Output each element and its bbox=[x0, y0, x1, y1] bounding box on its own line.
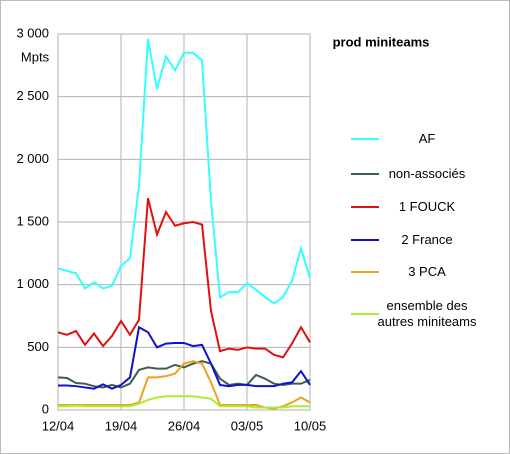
legend-label: non-associés bbox=[388, 166, 466, 181]
legend-label: ensemble des autres miniteams bbox=[377, 298, 477, 329]
series-line bbox=[57, 197, 311, 359]
legend-label: 2 France bbox=[401, 232, 453, 247]
plot-frame bbox=[57, 33, 311, 411]
x-tick-label: 03/05 bbox=[231, 418, 264, 433]
y-tick-label: 1 500 bbox=[16, 213, 49, 228]
y-axis-label: Mpts bbox=[21, 49, 50, 64]
y-tick-label: 500 bbox=[27, 339, 49, 354]
series-line bbox=[57, 38, 311, 305]
x-tick-label: 10/05 bbox=[294, 418, 327, 433]
y-tick-label: 3 000 bbox=[16, 25, 49, 40]
y-tick-label: 1 000 bbox=[16, 276, 49, 291]
x-tick-label: 19/04 bbox=[105, 418, 138, 433]
y-tick-label: 2 500 bbox=[16, 88, 49, 103]
legend-label: AF bbox=[418, 131, 436, 146]
x-tick-label: 26/04 bbox=[168, 418, 201, 433]
y-tick-label: 0 bbox=[42, 401, 49, 416]
y-tick-label: 2 000 bbox=[16, 151, 49, 166]
series-line bbox=[57, 360, 311, 389]
x-tick-label: 12/04 bbox=[42, 418, 75, 433]
series-line bbox=[58, 325, 311, 390]
legend-label: 1 FOUCK bbox=[398, 199, 456, 214]
series-line bbox=[58, 395, 310, 409]
legend-label: 3 PCA bbox=[408, 264, 446, 279]
chart-title: prod miniteams bbox=[333, 34, 430, 49]
